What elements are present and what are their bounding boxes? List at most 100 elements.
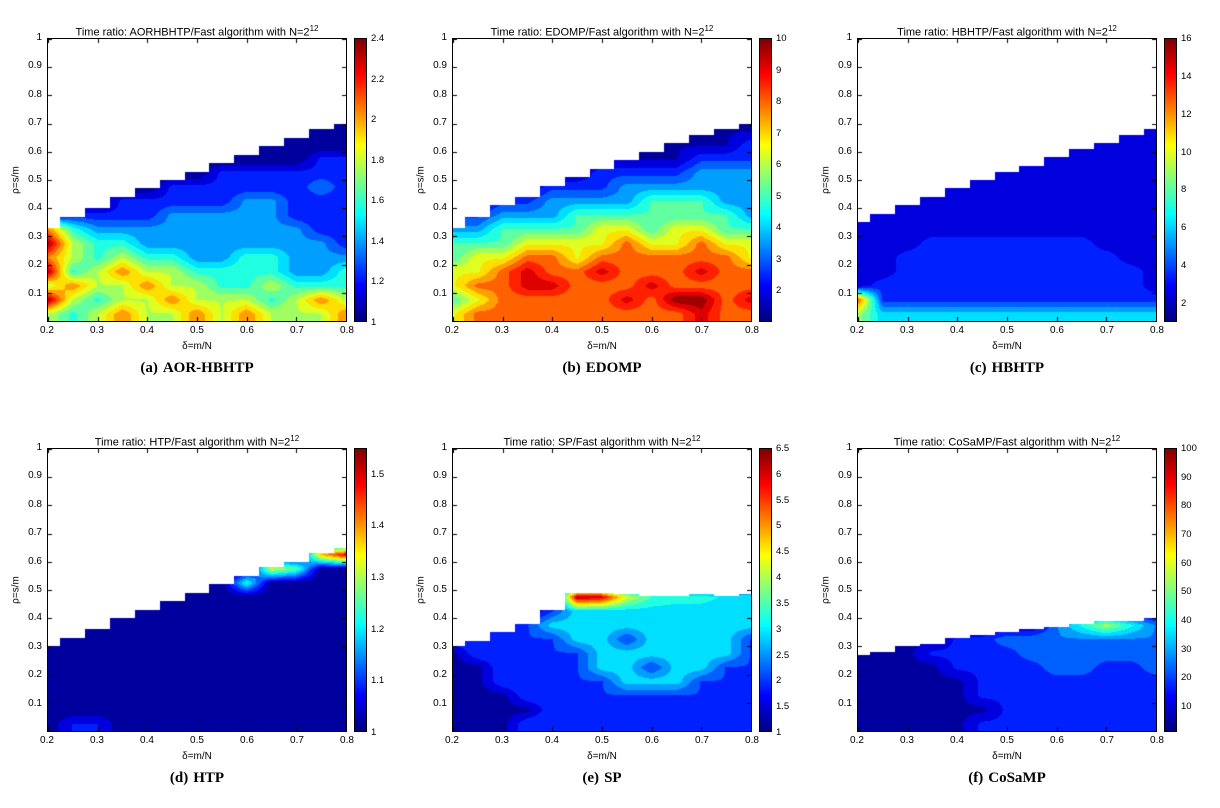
colorbar-tick-label: 5 xyxy=(776,190,782,202)
colorbar-tick-label: 4 xyxy=(1181,260,1187,272)
colorbar-tick-label: 2.4 xyxy=(371,33,385,44)
colorbar xyxy=(354,38,367,322)
colorbar xyxy=(759,448,772,732)
x-tick-label: 0.8 xyxy=(340,325,354,336)
colorbar-tick-label: 5.5 xyxy=(776,494,790,506)
y-tick-label: 0.8 xyxy=(433,88,447,100)
x-tick-label: 0.4 xyxy=(140,325,154,336)
plot-title-text: Time ratio: HBHTP/Fast algorithm with N=… xyxy=(897,26,1108,39)
caption-name: CoSaMP xyxy=(988,770,1046,786)
colorbar xyxy=(1164,38,1177,322)
y-tick-label: 0.9 xyxy=(433,470,447,482)
y-tick-label: 0.2 xyxy=(838,259,852,271)
y-tick-label: 0.3 xyxy=(433,230,447,242)
colorbar-canvas xyxy=(1165,449,1176,731)
caption-tag: (f) xyxy=(968,770,984,786)
x-axis-label: δ=m/N xyxy=(182,341,212,352)
colorbar-tick-label: 6 xyxy=(1181,222,1187,234)
y-tick-label: 0.4 xyxy=(838,612,852,624)
colorbar-tick-label: 4 xyxy=(776,222,782,234)
y-tick-label: 0.8 xyxy=(28,88,42,100)
colorbar-tick-label: 2 xyxy=(371,114,377,126)
colorbar-tick-label: 10 xyxy=(1181,146,1192,158)
colorbar-tick-label: 6 xyxy=(776,468,782,480)
colorbar-tick-label: 10 xyxy=(1181,701,1192,713)
x-tick-label: 0.8 xyxy=(1150,325,1164,336)
caption-tag: (b) xyxy=(562,360,581,376)
y-tick-label: 0.9 xyxy=(433,60,447,72)
plot-area xyxy=(452,448,752,732)
plot-title: Time ratio: SP/Fast algorithm with N=212 xyxy=(452,434,752,449)
colorbar-tick-label: 8 xyxy=(1181,184,1187,196)
y-tick-label: 0.1 xyxy=(838,697,852,709)
plot-area xyxy=(857,448,1157,732)
x-tick-label: 0.7 xyxy=(290,735,304,746)
subplot-b: Time ratio: EDOMP/Fast algorithm with N=… xyxy=(407,8,807,398)
colorbar-tick-label: 100 xyxy=(1181,443,1197,454)
plot-title: Time ratio: HTP/Fast algorithm with N=21… xyxy=(47,434,347,449)
x-tick-label: 0.8 xyxy=(745,735,759,746)
y-tick-label: 0.1 xyxy=(433,697,447,709)
y-tick-label: 0.4 xyxy=(433,202,447,214)
colorbar-tick-label: 2.5 xyxy=(776,649,790,661)
y-tick-label: 0.7 xyxy=(28,117,42,129)
y-tick-label: 1 xyxy=(36,32,42,43)
plot-title-text: Time ratio: CoSaMP/Fast algorithm with N… xyxy=(893,436,1112,449)
colorbar-tick-label: 40 xyxy=(1181,615,1192,627)
x-tick-label: 0.2 xyxy=(40,325,54,336)
x-tick-label: 0.5 xyxy=(595,325,609,336)
x-tick-label: 0.7 xyxy=(1100,735,1114,746)
colorbar-tick-label: 1.4 xyxy=(371,520,385,532)
colorbar-tick-label: 4.5 xyxy=(776,546,790,558)
y-tick-label: 0.7 xyxy=(838,117,852,129)
colorbar-tick-label: 20 xyxy=(1181,672,1192,684)
colorbar-tick-label: 7 xyxy=(776,127,782,139)
x-tick-label: 0.6 xyxy=(645,325,659,336)
contour-canvas xyxy=(48,39,346,321)
subplot-caption: (e) SP xyxy=(452,770,752,787)
colorbar-canvas xyxy=(355,39,366,321)
x-tick-label: 0.8 xyxy=(1150,735,1164,746)
colorbar xyxy=(759,38,772,322)
colorbar-tick-label: 10 xyxy=(776,33,787,44)
colorbar-tick-label: 1 xyxy=(371,727,377,738)
y-tick-label: 1 xyxy=(441,32,447,43)
colorbar-canvas xyxy=(760,39,771,321)
y-tick-label: 0.6 xyxy=(433,145,447,157)
x-tick-label: 0.8 xyxy=(340,735,354,746)
subplot-caption: (b) EDOMP xyxy=(452,360,752,377)
x-tick-label: 0.4 xyxy=(950,325,964,336)
y-tick-label: 0.7 xyxy=(433,117,447,129)
x-tick-label: 0.4 xyxy=(950,735,964,746)
subplot-c: Time ratio: HBHTP/Fast algorithm with N=… xyxy=(812,8,1212,398)
colorbar xyxy=(354,448,367,732)
y-tick-label: 0.5 xyxy=(28,584,42,595)
contour-canvas xyxy=(858,39,1156,321)
colorbar-tick-label: 4 xyxy=(776,572,782,584)
colorbar-tick-label: 5 xyxy=(776,520,782,532)
y-tick-label: 0.9 xyxy=(838,470,852,482)
x-tick-label: 0.3 xyxy=(495,325,509,336)
x-tick-label: 0.7 xyxy=(1100,325,1114,336)
contour-canvas xyxy=(858,449,1156,731)
y-tick-label: 0.3 xyxy=(433,640,447,652)
subplot-a: Time ratio: AORHBHTP/Fast algorithm with… xyxy=(2,8,402,398)
plot-title-text: Time ratio: EDOMP/Fast algorithm with N=… xyxy=(490,26,705,39)
caption-tag: (d) xyxy=(169,770,189,786)
y-tick-label: 0.1 xyxy=(838,287,852,299)
x-tick-label: 0.6 xyxy=(240,735,254,746)
plot-title-text: Time ratio: HTP/Fast algorithm with N=2 xyxy=(94,436,291,449)
x-tick-label: 0.5 xyxy=(190,735,204,746)
x-tick-label: 0.4 xyxy=(545,735,559,746)
caption-tag: (c) xyxy=(969,360,987,376)
plot-title-exponent: 12 xyxy=(1111,434,1121,443)
colorbar-tick-label: 2.2 xyxy=(371,73,385,85)
colorbar-tick-label: 16 xyxy=(1181,33,1192,44)
x-tick-label: 0.3 xyxy=(495,735,509,746)
plot-title: Time ratio: HBHTP/Fast algorithm with N=… xyxy=(857,24,1157,39)
colorbar-tick-label: 1.1 xyxy=(371,675,385,687)
plot-area xyxy=(47,448,347,732)
subplot-caption: (a) AOR-HBHTP xyxy=(47,360,347,377)
colorbar-tick-label: 1 xyxy=(776,727,782,738)
y-tick-label: 0.8 xyxy=(838,88,852,100)
